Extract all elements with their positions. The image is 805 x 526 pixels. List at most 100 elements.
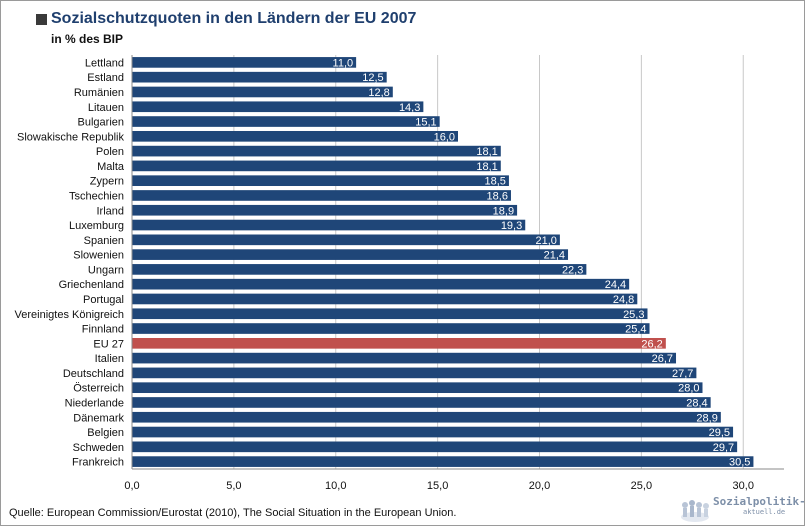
bar-slowakische-republik (132, 130, 458, 142)
category-label: Lettland (85, 57, 124, 69)
bar-irland (132, 204, 518, 216)
category-label: Frankreich (72, 457, 124, 469)
source-note: Quelle: European Commission/Eurostat (20… (9, 507, 457, 519)
category-label: Malta (97, 161, 125, 173)
bar-portugal (132, 293, 638, 305)
bar-frankreich (132, 456, 754, 467)
x-tick-label: 15,0 (427, 480, 448, 492)
bar-lettland (132, 57, 357, 68)
bar-belgien (132, 426, 734, 438)
value-label: 28,9 (696, 412, 717, 424)
category-label: Luxemburg (69, 220, 124, 232)
chart-title: Sozialschutzquoten in den Ländern der EU… (51, 10, 417, 27)
category-label: Schweden (73, 442, 124, 454)
bar-deutschland (132, 367, 697, 379)
bar-dänemark (132, 411, 721, 423)
value-label: 30,5 (729, 457, 750, 469)
bar-rumänien (132, 86, 393, 98)
bar-spanien (132, 234, 560, 246)
value-label: 22,3 (562, 264, 583, 276)
value-label: 28,0 (678, 383, 699, 395)
bar-estland (132, 71, 387, 83)
bar-tschechien (132, 190, 511, 201)
value-label: 28,4 (686, 397, 707, 409)
value-label: 12,8 (368, 87, 389, 99)
bar-finnland (132, 323, 650, 334)
category-label: Irland (96, 205, 124, 217)
bar-österreich (132, 382, 703, 394)
value-label: 25,4 (625, 324, 646, 336)
category-label: Ungarn (88, 264, 124, 276)
logo-text: Sozialpolitik- (713, 495, 805, 508)
value-label: 18,1 (476, 161, 497, 173)
x-axis: 0,0 5,0 10,0 15,0 20,0 25,0 30,0 (124, 55, 784, 492)
category-label: Slowenien (73, 250, 124, 262)
value-labels: 11,0 12,5 12,8 14,3 15,1 16,0 18,1 18,1 18,5 18,6… (333, 57, 751, 468)
value-label: 24,8 (613, 294, 634, 306)
logo-subtext: aktuell.de (743, 508, 786, 516)
value-label: 26,2 (641, 338, 662, 350)
bar-eu-27 (132, 337, 666, 349)
x-tick-label: 25,0 (631, 480, 652, 492)
x-tick-label: 20,0 (529, 480, 550, 492)
category-label: Estland (87, 72, 124, 84)
value-label: 18,9 (493, 205, 514, 217)
x-tick-label: 10,0 (325, 480, 346, 492)
category-label: Finnland (82, 324, 124, 336)
value-label: 19,3 (501, 220, 522, 232)
bar-chart: Lettland Estland Rumänien Litauen Bulgarien S… (15, 55, 784, 492)
category-label: Slowakische Republik (17, 131, 124, 143)
bar-polen (132, 145, 501, 157)
category-label: Italien (95, 353, 124, 365)
category-label: Portugal (83, 294, 124, 306)
bar-griechenland (132, 278, 630, 290)
x-tick-label: 0,0 (124, 480, 139, 492)
category-label: Griechenland (59, 279, 124, 291)
category-label: Polen (96, 146, 124, 158)
category-label: Dänemark (73, 412, 124, 424)
value-label: 27,7 (672, 368, 693, 380)
value-label: 16,0 (434, 131, 455, 143)
category-label: Spanien (84, 235, 124, 247)
bar-luxemburg (132, 219, 526, 231)
value-label: 18,5 (485, 176, 506, 188)
value-label: 18,6 (487, 190, 508, 202)
value-label: 26,7 (652, 353, 673, 365)
bar-zypern (132, 175, 509, 187)
value-label: 25,3 (623, 309, 644, 321)
bar-malta (132, 160, 501, 172)
chart-subtitle: in % des BIP (51, 32, 124, 46)
category-label: Bulgarien (78, 117, 124, 129)
bar-ungarn (132, 264, 587, 275)
bars (132, 57, 754, 467)
category-label: Vereinigtes Königreich (15, 309, 124, 321)
logo-icon (681, 500, 709, 522)
value-label: 29,7 (713, 442, 734, 454)
category-labels: Lettland Estland Rumänien Litauen Bulgarien S… (15, 57, 125, 468)
bar-schweden (132, 441, 738, 453)
category-label: EU 27 (93, 338, 124, 350)
x-tick-label: 30,0 (733, 480, 754, 492)
category-label: Niederlande (65, 397, 124, 409)
value-label: 24,4 (605, 279, 626, 291)
bar-niederlande (132, 397, 711, 408)
value-label: 15,1 (415, 117, 436, 129)
title-marker (36, 14, 47, 25)
x-tick-label: 5,0 (226, 480, 241, 492)
category-label: Rumänien (74, 87, 124, 99)
bar-slowenien (132, 249, 569, 260)
bar-vereinigtes-königreich (132, 308, 648, 320)
category-label: Tschechien (69, 190, 124, 202)
value-label: 18,1 (476, 146, 497, 158)
category-label: Belgien (87, 427, 124, 439)
value-label: 12,5 (362, 72, 383, 84)
bar-bulgarien (132, 116, 440, 127)
bar-italien (132, 352, 677, 364)
value-label: 21,0 (535, 235, 556, 247)
value-label: 11,0 (333, 57, 354, 69)
value-label: 21,4 (544, 250, 565, 262)
category-label: Zypern (90, 176, 124, 188)
bar-litauen (132, 101, 424, 113)
category-label: Österreich (73, 383, 124, 395)
